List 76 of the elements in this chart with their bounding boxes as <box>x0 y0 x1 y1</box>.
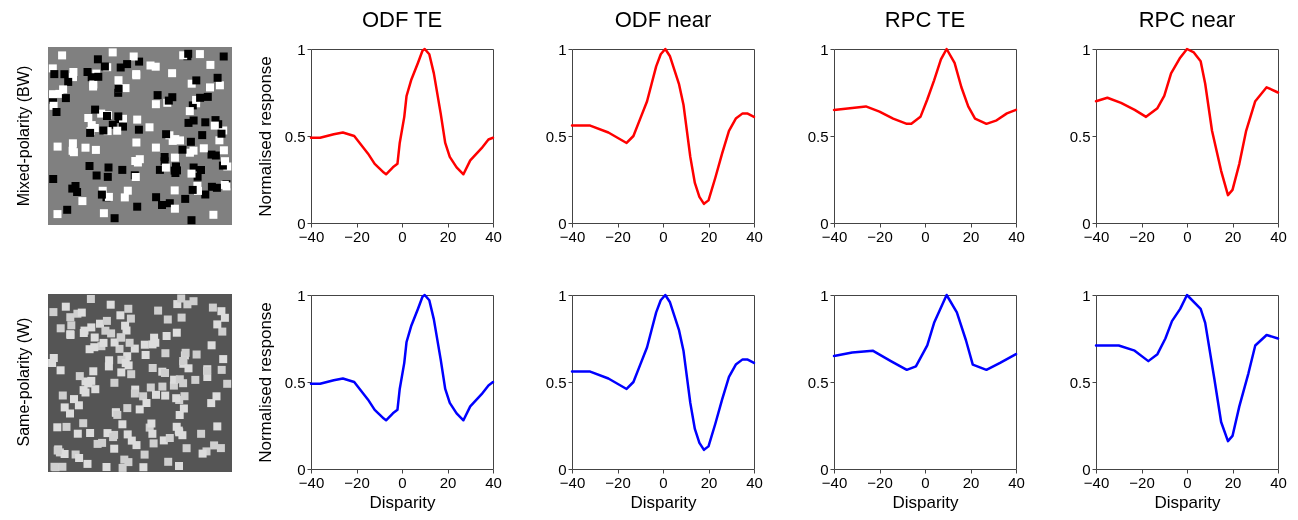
y-axis-title: Normalised response <box>255 56 275 217</box>
line-series <box>1094 293 1280 443</box>
x-tick-label: 0 <box>659 227 668 245</box>
y-tick-label: 1 <box>820 40 829 58</box>
y-tick-label: 0.5 <box>1069 127 1091 145</box>
line-series <box>832 47 1018 126</box>
x-tick-label: 20 <box>962 227 980 245</box>
x-tick-label: 0 <box>1183 227 1192 245</box>
x-axis-title: Disparity <box>630 492 698 512</box>
x-tick-label: 40 <box>1270 473 1287 491</box>
x-tick-label: 0 <box>921 227 930 245</box>
x-tick-label: 0 <box>921 473 930 491</box>
y-tick-label: 0.5 <box>284 127 306 145</box>
y-tick-label: 0.5 <box>807 373 829 391</box>
y-tick-label: 1 <box>297 40 306 58</box>
x-tick-label: 20 <box>1224 473 1242 491</box>
x-tick-label: −20 <box>867 473 893 491</box>
x-tick-label: 0 <box>398 227 407 245</box>
x-tick-label: 40 <box>485 473 502 491</box>
x-tick-label: −20 <box>344 473 370 491</box>
y-tick-label: 0 <box>558 214 567 232</box>
x-tick-label: 0 <box>398 473 407 491</box>
x-tick-label: 20 <box>700 473 718 491</box>
x-tick-label: 20 <box>439 473 457 491</box>
x-tick-label: −20 <box>605 473 631 491</box>
line-series <box>570 293 756 452</box>
x-axis-title: Disparity <box>369 492 437 512</box>
y-tick-label: 1 <box>558 40 567 58</box>
line-series <box>570 47 756 206</box>
text: Mixed-polarity (BW) <box>15 65 33 207</box>
chart-title: RPC TE <box>884 7 966 32</box>
y-tick-label: 0 <box>1082 460 1091 478</box>
x-tick-label: 40 <box>746 227 763 245</box>
y-tick-label: 0 <box>820 460 829 478</box>
y-tick-label: 0 <box>297 214 306 232</box>
x-tick-label: 20 <box>1224 227 1242 245</box>
y-tick-label: 1 <box>1082 40 1091 58</box>
y-tick-label: 0.5 <box>284 373 306 391</box>
chart-title: ODF near <box>614 7 712 32</box>
line-series <box>309 47 495 176</box>
chart-title: ODF TE <box>361 7 443 32</box>
line-series <box>309 293 495 422</box>
x-tick-label: 0 <box>659 473 668 491</box>
x-tick-label: 40 <box>1008 473 1025 491</box>
line-series <box>832 293 1018 372</box>
x-tick-label: −20 <box>867 227 893 245</box>
x-tick-label: 20 <box>700 227 718 245</box>
x-tick-label: −20 <box>1129 473 1155 491</box>
y-tick-label: 1 <box>297 286 306 304</box>
line-series <box>1094 47 1280 197</box>
y-tick-label: 0 <box>297 460 306 478</box>
y-tick-label: 1 <box>558 286 567 304</box>
y-tick-label: 0 <box>558 460 567 478</box>
text: Same-polarity (W) <box>15 317 33 447</box>
x-axis-title: Disparity <box>892 492 960 512</box>
x-tick-label: −20 <box>1129 227 1155 245</box>
x-tick-label: −20 <box>605 227 631 245</box>
y-tick-label: 0 <box>820 214 829 232</box>
y-axis-title: Normalised response <box>255 302 275 463</box>
y-tick-label: 0 <box>1082 214 1091 232</box>
y-tick-label: 0.5 <box>545 127 567 145</box>
x-axis-title: Disparity <box>1154 492 1222 512</box>
x-tick-label: −20 <box>344 227 370 245</box>
x-tick-label: 0 <box>1183 473 1192 491</box>
y-tick-label: 0.5 <box>807 127 829 145</box>
x-tick-label: 20 <box>439 227 457 245</box>
chart-title: RPC near <box>1138 7 1236 32</box>
x-tick-label: 40 <box>1008 227 1025 245</box>
y-tick-label: 0.5 <box>1069 373 1091 391</box>
x-tick-label: 40 <box>1270 227 1287 245</box>
x-tick-label: 40 <box>485 227 502 245</box>
y-tick-label: 1 <box>1082 286 1091 304</box>
x-tick-label: 40 <box>746 473 763 491</box>
y-tick-label: 0.5 <box>545 373 567 391</box>
y-tick-label: 1 <box>820 286 829 304</box>
x-tick-label: 20 <box>962 473 980 491</box>
